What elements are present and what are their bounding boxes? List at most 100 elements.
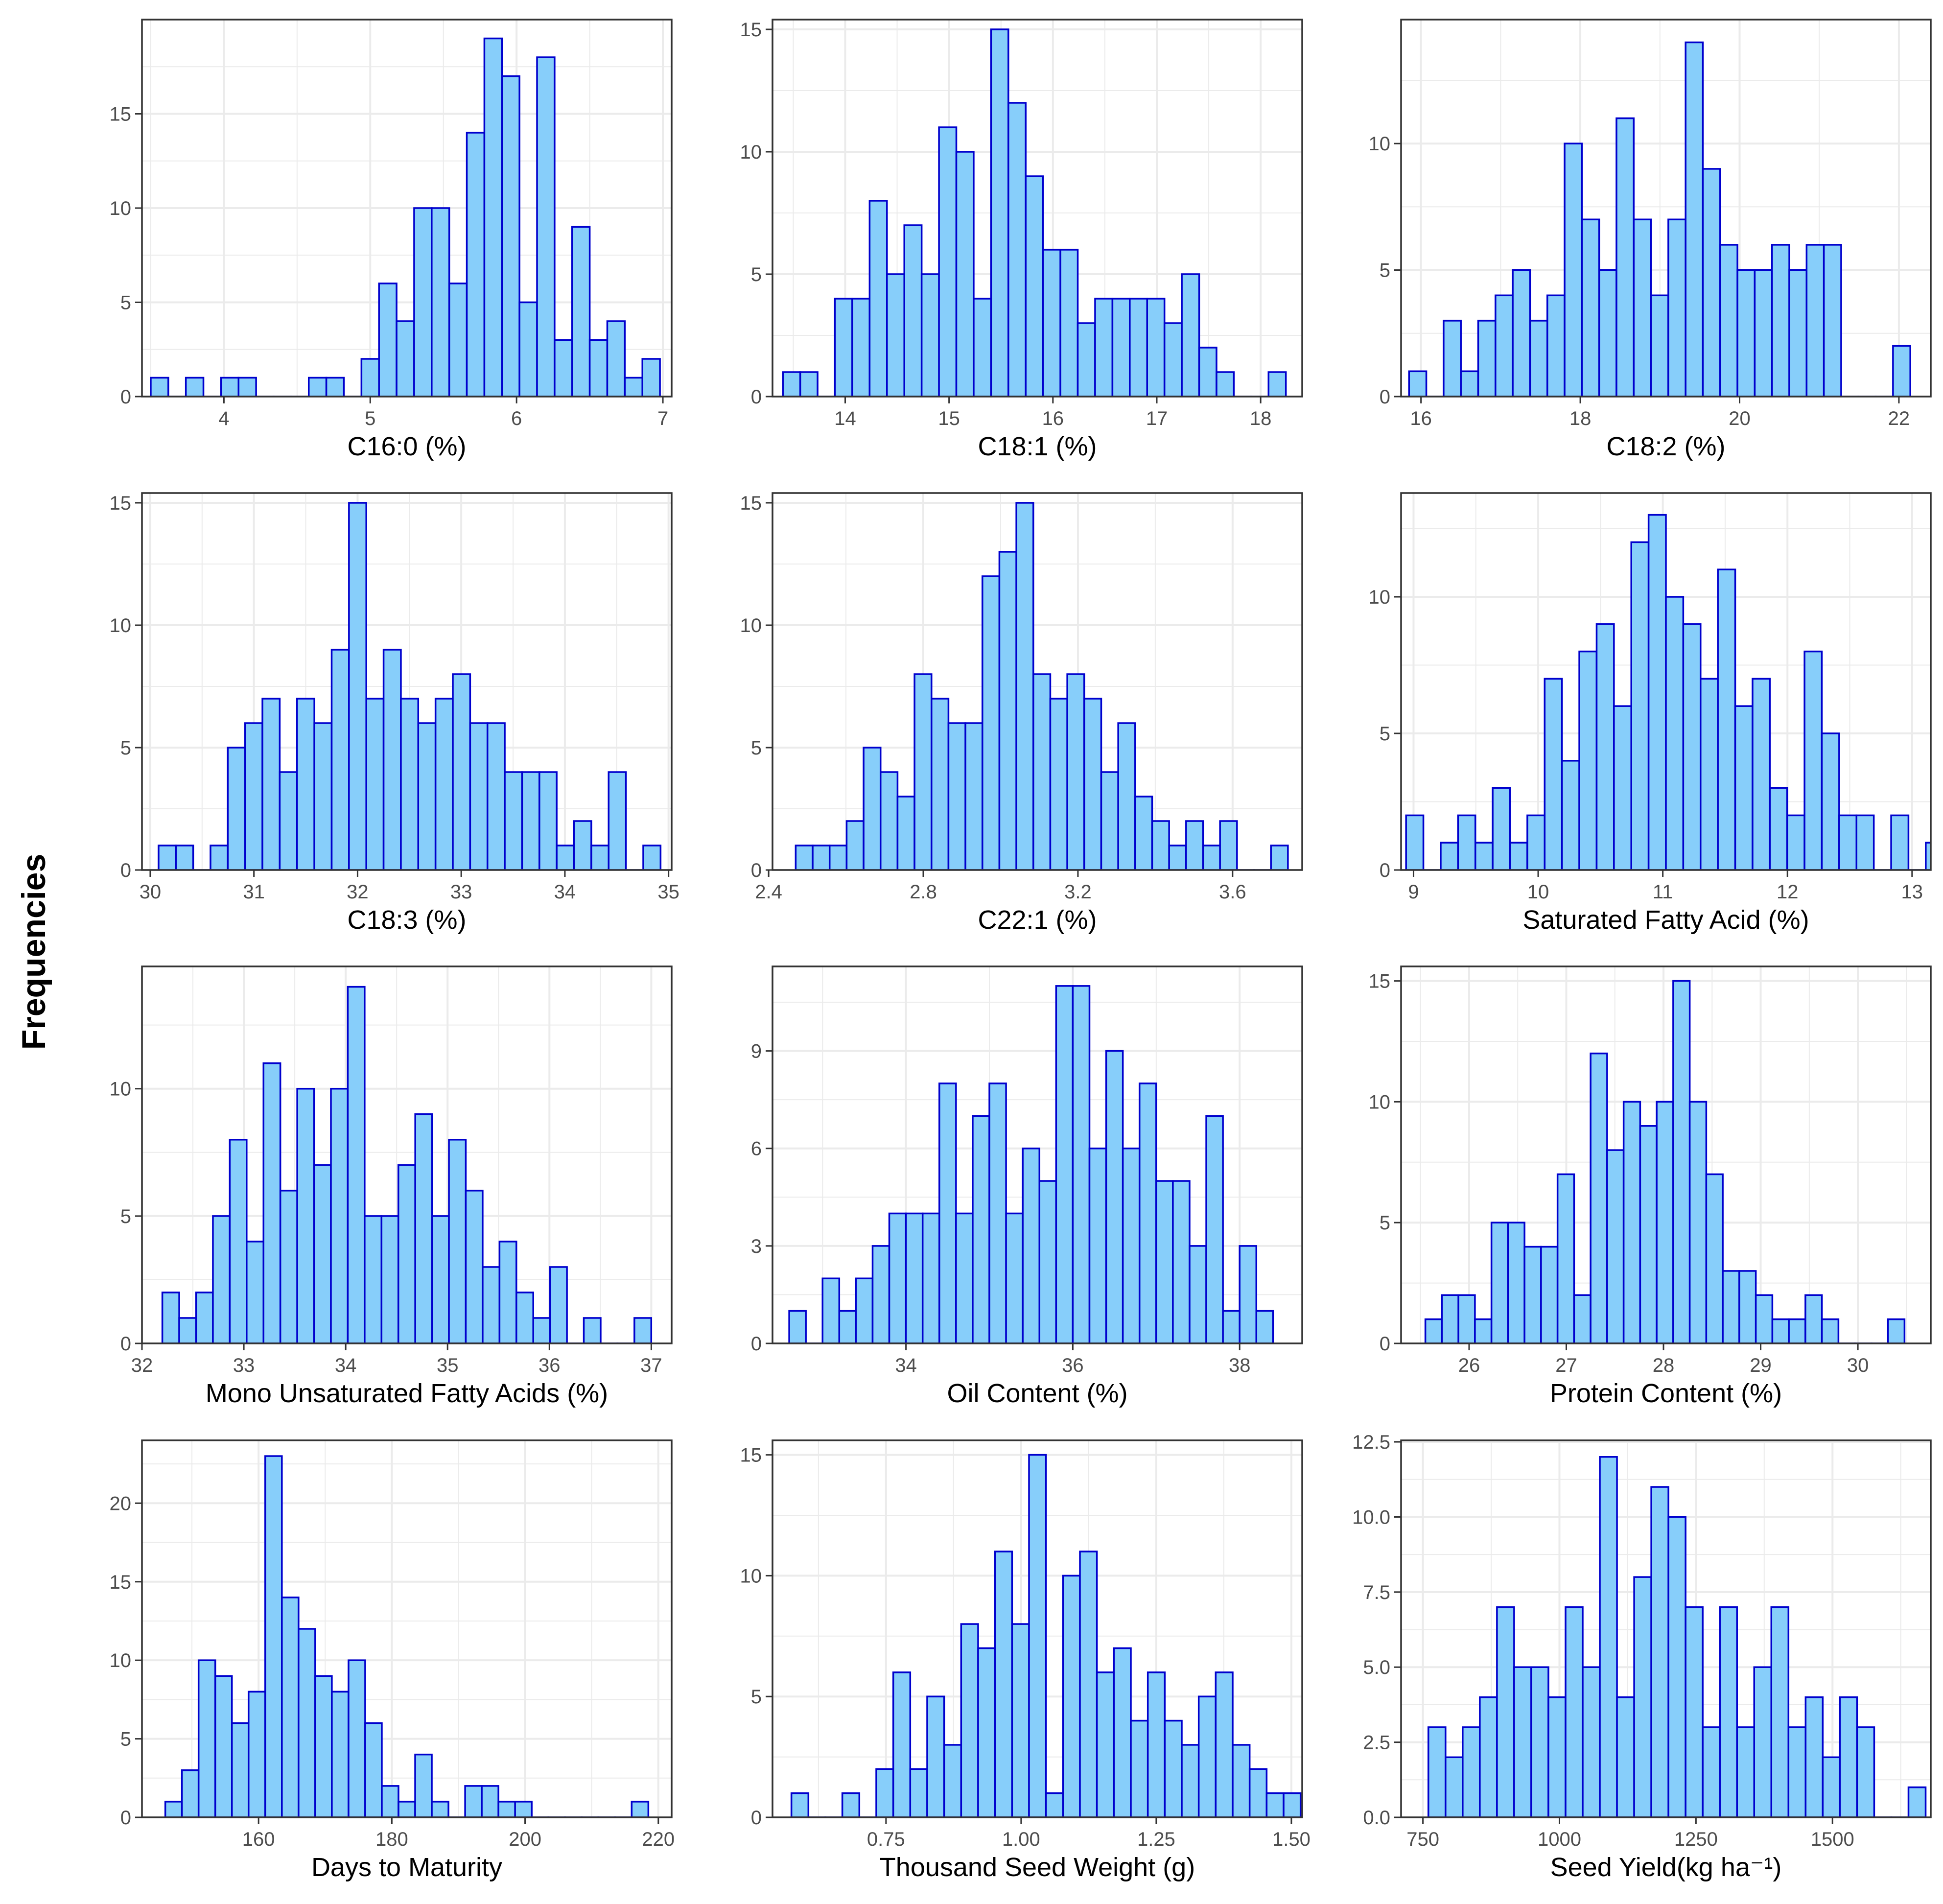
histogram-bar bbox=[1457, 1294, 1476, 1343]
plot-area bbox=[142, 493, 672, 870]
histogram-bar bbox=[314, 1675, 333, 1817]
histogram-bar bbox=[1134, 796, 1153, 870]
histogram-bar bbox=[851, 298, 871, 397]
histogram-bar bbox=[296, 1087, 315, 1343]
histogram-bar bbox=[1622, 1101, 1641, 1343]
x-tick-label: 180 bbox=[375, 1829, 408, 1850]
histogram-bar bbox=[298, 1628, 316, 1817]
histogram-bar bbox=[1005, 1212, 1024, 1343]
histogram-bar bbox=[1667, 218, 1686, 397]
histogram-bar bbox=[1490, 1222, 1509, 1343]
histogram-bar bbox=[264, 1455, 283, 1817]
histogram-bar bbox=[164, 1801, 183, 1817]
plot-area bbox=[142, 1440, 672, 1817]
histogram-bar bbox=[161, 1292, 180, 1343]
histogram-bar bbox=[1822, 1756, 1841, 1817]
histogram-bar bbox=[1556, 1173, 1575, 1343]
histogram-bar bbox=[1216, 371, 1235, 397]
histogram-bar bbox=[977, 1647, 996, 1817]
histogram-bar bbox=[1771, 1318, 1790, 1343]
histogram-bar bbox=[1682, 623, 1702, 870]
x-tick-label: 750 bbox=[1406, 1829, 1439, 1850]
histogram-panel: 4 5 6 7 0 5 10 15 C16:0 (%) bbox=[110, 19, 673, 461]
histogram-bar bbox=[1925, 842, 1931, 870]
histogram-bar bbox=[1202, 845, 1221, 870]
histogram-bar bbox=[313, 722, 333, 870]
y-tick-label: 10 bbox=[1369, 587, 1391, 608]
histogram-bar bbox=[920, 273, 940, 397]
histogram-bar bbox=[973, 298, 992, 397]
histogram-bar bbox=[1219, 820, 1238, 870]
histogram-bar bbox=[417, 722, 437, 870]
histogram-bar bbox=[1129, 298, 1148, 397]
histogram-bar bbox=[1205, 1115, 1224, 1343]
x-tick-label: 0.75 bbox=[867, 1829, 905, 1850]
histogram-bar bbox=[1445, 1756, 1464, 1817]
y-tick-label: 10 bbox=[110, 615, 132, 636]
histogram-bar bbox=[431, 1801, 449, 1817]
histogram-bar bbox=[1578, 650, 1598, 870]
histogram-bar bbox=[841, 1792, 861, 1817]
histogram-bar bbox=[1096, 1671, 1115, 1817]
histogram-bar bbox=[1015, 502, 1034, 870]
x-tick-label: 6 bbox=[511, 408, 522, 429]
histogram-bar bbox=[1630, 541, 1650, 870]
panel-border bbox=[141, 965, 673, 1344]
histogram-bar bbox=[1907, 1786, 1927, 1817]
histogram-bar bbox=[296, 698, 315, 870]
histogram-bar bbox=[518, 301, 538, 397]
histogram-bar bbox=[498, 1241, 517, 1343]
y-tick-label: 5 bbox=[751, 737, 762, 759]
histogram-bar bbox=[185, 376, 205, 397]
y-tick-label: 2.5 bbox=[1363, 1732, 1390, 1754]
histogram-bar bbox=[1457, 814, 1476, 870]
x-tick-label: 1.00 bbox=[1002, 1829, 1040, 1850]
y-tick-label: 5 bbox=[751, 264, 762, 285]
x-tick-label: 30 bbox=[140, 881, 162, 903]
histogram-bar bbox=[1788, 1318, 1806, 1343]
histogram-bar bbox=[990, 28, 1009, 397]
histogram-bar bbox=[1072, 985, 1091, 1343]
histogram-bar bbox=[1066, 673, 1085, 870]
histogram-bar bbox=[1688, 1101, 1708, 1343]
histogram-bar bbox=[486, 722, 506, 870]
histogram-bar bbox=[150, 376, 169, 397]
x-tick-label: 31 bbox=[243, 881, 265, 903]
x-tick-label: 160 bbox=[242, 1829, 275, 1850]
histogram-bar bbox=[212, 1215, 231, 1343]
x-tick-label: 1500 bbox=[1811, 1829, 1854, 1850]
x-tick-label: 32 bbox=[347, 881, 369, 903]
histogram-bar bbox=[1702, 1726, 1721, 1817]
plot-area bbox=[773, 20, 1302, 397]
histogram-bar bbox=[1428, 1726, 1447, 1817]
histogram-bar bbox=[892, 1671, 912, 1817]
y-tick-label: 15 bbox=[740, 493, 762, 514]
histogram-bar bbox=[1598, 269, 1617, 397]
histogram-bar bbox=[642, 845, 662, 870]
x-axis-title: Thousand Seed Weight (g) bbox=[880, 1853, 1195, 1882]
histogram-bar bbox=[365, 698, 385, 870]
histogram-bar bbox=[381, 1785, 399, 1817]
histogram-bar bbox=[1540, 1246, 1559, 1343]
histogram-bar bbox=[1077, 322, 1096, 397]
x-tick-label: 2.8 bbox=[910, 881, 937, 903]
x-tick-label: 4 bbox=[218, 408, 229, 429]
histogram-bar bbox=[313, 1164, 332, 1343]
histogram-bar bbox=[938, 126, 958, 397]
histogram-bar bbox=[348, 502, 367, 870]
histogram-bar bbox=[1408, 370, 1428, 397]
histogram-bar bbox=[248, 1691, 266, 1817]
histogram-bar bbox=[982, 575, 1001, 870]
x-tick-label: 18 bbox=[1250, 408, 1272, 429]
histogram-bar bbox=[1821, 1318, 1840, 1343]
plot-area bbox=[142, 966, 672, 1343]
x-tick-label: 16 bbox=[1042, 408, 1064, 429]
x-tick-label: 38 bbox=[1229, 1355, 1251, 1376]
histogram-bar bbox=[231, 1722, 250, 1817]
histogram-bar bbox=[175, 845, 194, 870]
histogram-bar bbox=[481, 1785, 499, 1817]
histogram-bar bbox=[1770, 1606, 1790, 1817]
histogram-bar bbox=[1424, 1318, 1443, 1343]
histogram-bar bbox=[1222, 1310, 1241, 1343]
histogram-bar bbox=[1185, 820, 1204, 870]
